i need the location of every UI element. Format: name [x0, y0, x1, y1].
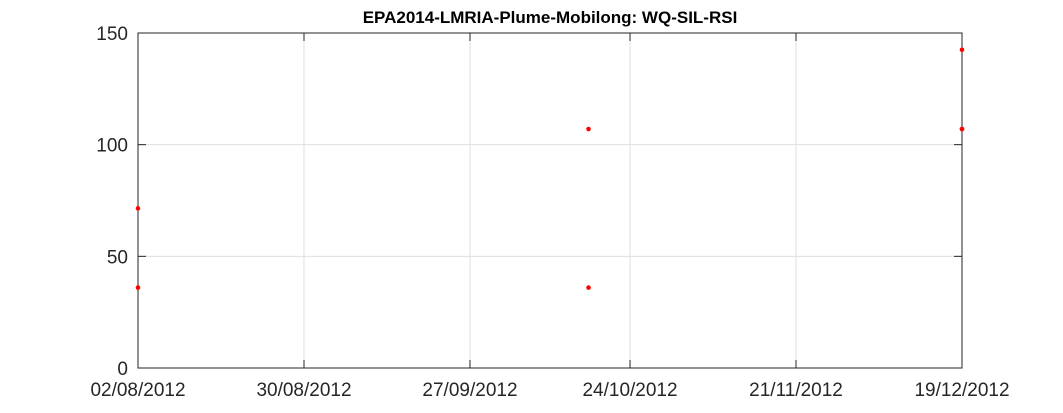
data-point	[586, 285, 591, 290]
grid-lines	[137, 32, 963, 369]
data-point	[135, 206, 141, 211]
y-tick-label: 50	[107, 247, 128, 268]
x-tick-label: 21/11/2012	[749, 380, 843, 401]
y-axis: 0 50 100 150	[96, 24, 962, 380]
plot-area-frame	[137, 32, 963, 369]
chart-title: EPA2014-LMRIA-Plume-Mobilong: WQ-SIL-RSI	[363, 8, 738, 27]
y-tick-label: 100	[96, 136, 128, 157]
data-point	[959, 126, 965, 132]
y-tick-label: 0	[117, 359, 128, 380]
x-tick-label: 02/08/2012	[90, 380, 185, 401]
x-tick-label: 19/12/2012	[914, 380, 1009, 401]
data-point	[135, 285, 141, 290]
x-tick-label: 30/08/2012	[256, 380, 351, 401]
x-tick-label: 27/09/2012	[422, 380, 517, 401]
data-point	[586, 126, 591, 132]
x-tick-label: 24/10/2012	[582, 380, 677, 401]
data-points	[135, 47, 965, 290]
data-point	[959, 47, 965, 53]
x-axis: 02/08/2012 30/08/2012 27/09/2012 24/10/2012…	[90, 33, 1010, 401]
y-tick-label: 150	[96, 24, 128, 45]
